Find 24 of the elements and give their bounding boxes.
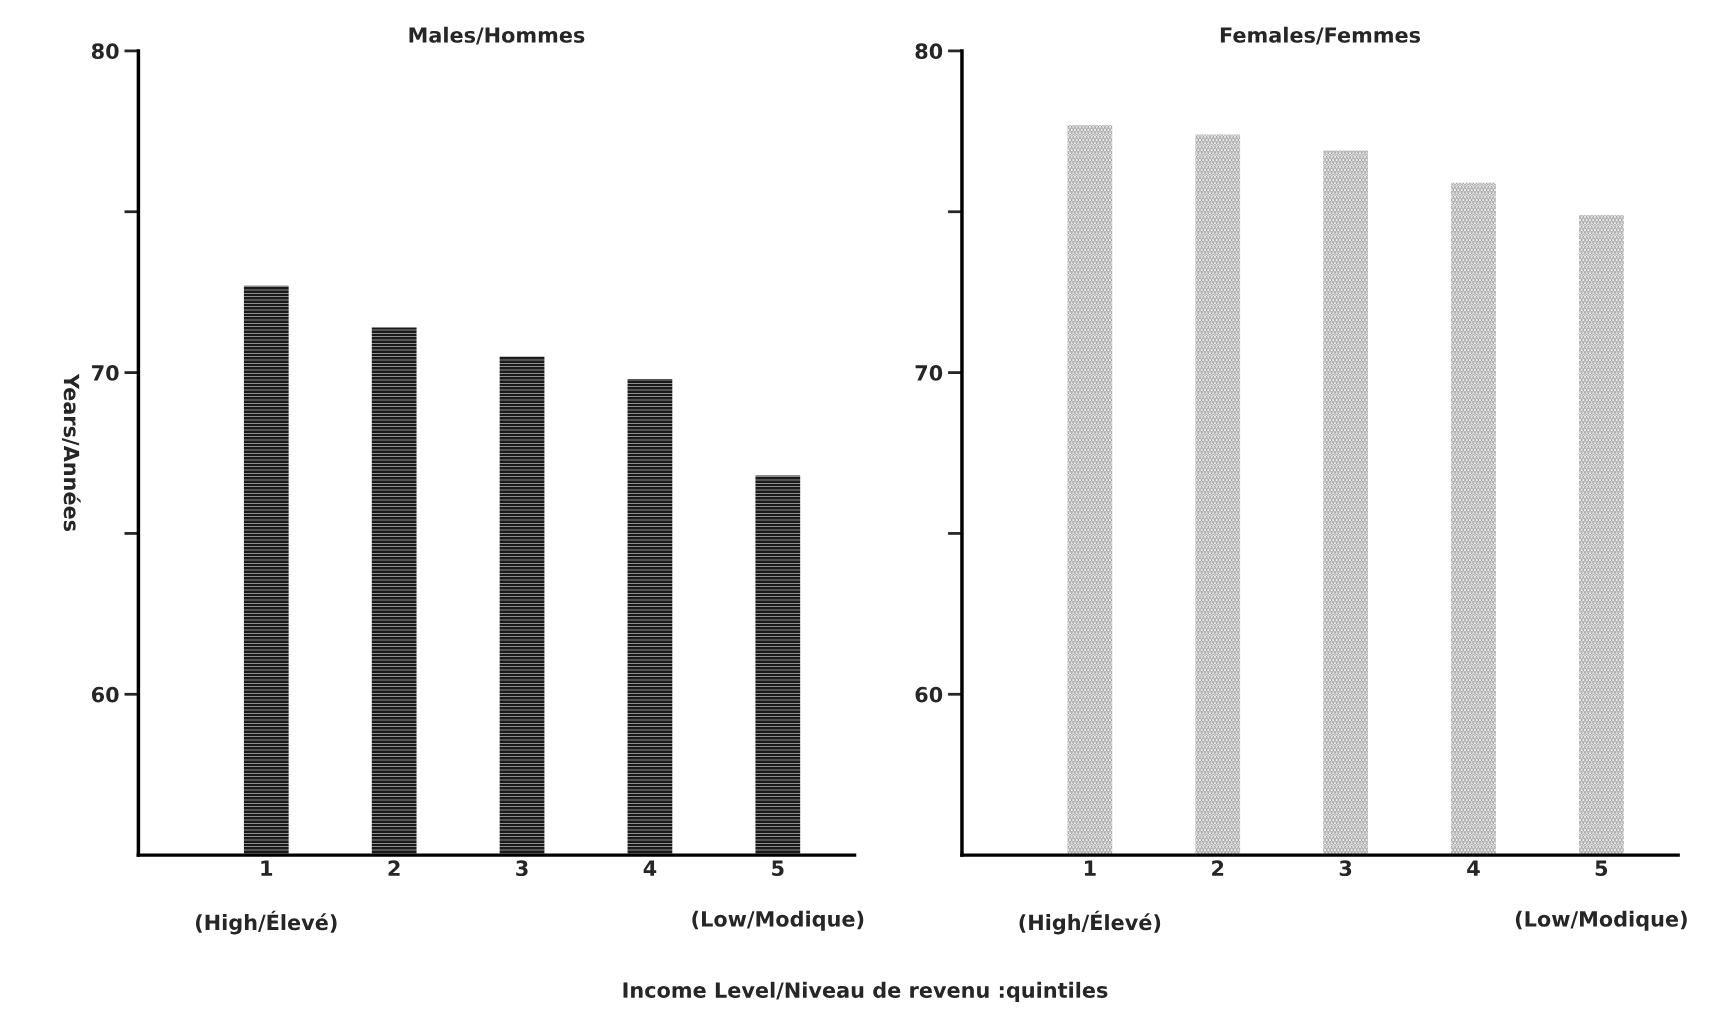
y-axis-title: Years/Années [62,373,81,532]
y-tick-label: 80 [915,43,943,60]
text: (High/Élevé) [195,910,337,935]
x-tick-label: 2 [388,860,400,876]
chart-title: Females/Femmes [1220,26,1421,45]
x-tick-label: 1 [261,860,273,876]
y-tick-label: 60 [915,686,943,703]
y-tick-label: 60 [91,686,119,703]
y-tick-label: 70 [915,365,943,381]
x-tick-label: 4 [643,860,657,876]
text: (High/Élevé) [1019,910,1161,935]
x-tick-label: 1 [1084,860,1096,876]
x-tick-label: 5 [1595,860,1608,877]
text: (Low/Modique) [692,910,864,931]
x-tick-label: 2 [1212,860,1224,876]
chart-title: Males/Hommes [409,26,585,45]
x-tick-label: 5 [772,860,784,877]
y-tick-label: 80 [91,43,119,60]
y-tick-label: 70 [92,365,119,381]
x-tick-label: 4 [1467,860,1480,876]
x-tick-label: 3 [1339,860,1352,877]
text: (Low/Modique) [1515,910,1687,931]
x-tick-label: 3 [516,860,528,877]
x-axis-title: Income Level/Niveau de revenu :quintiles [623,981,1108,1002]
